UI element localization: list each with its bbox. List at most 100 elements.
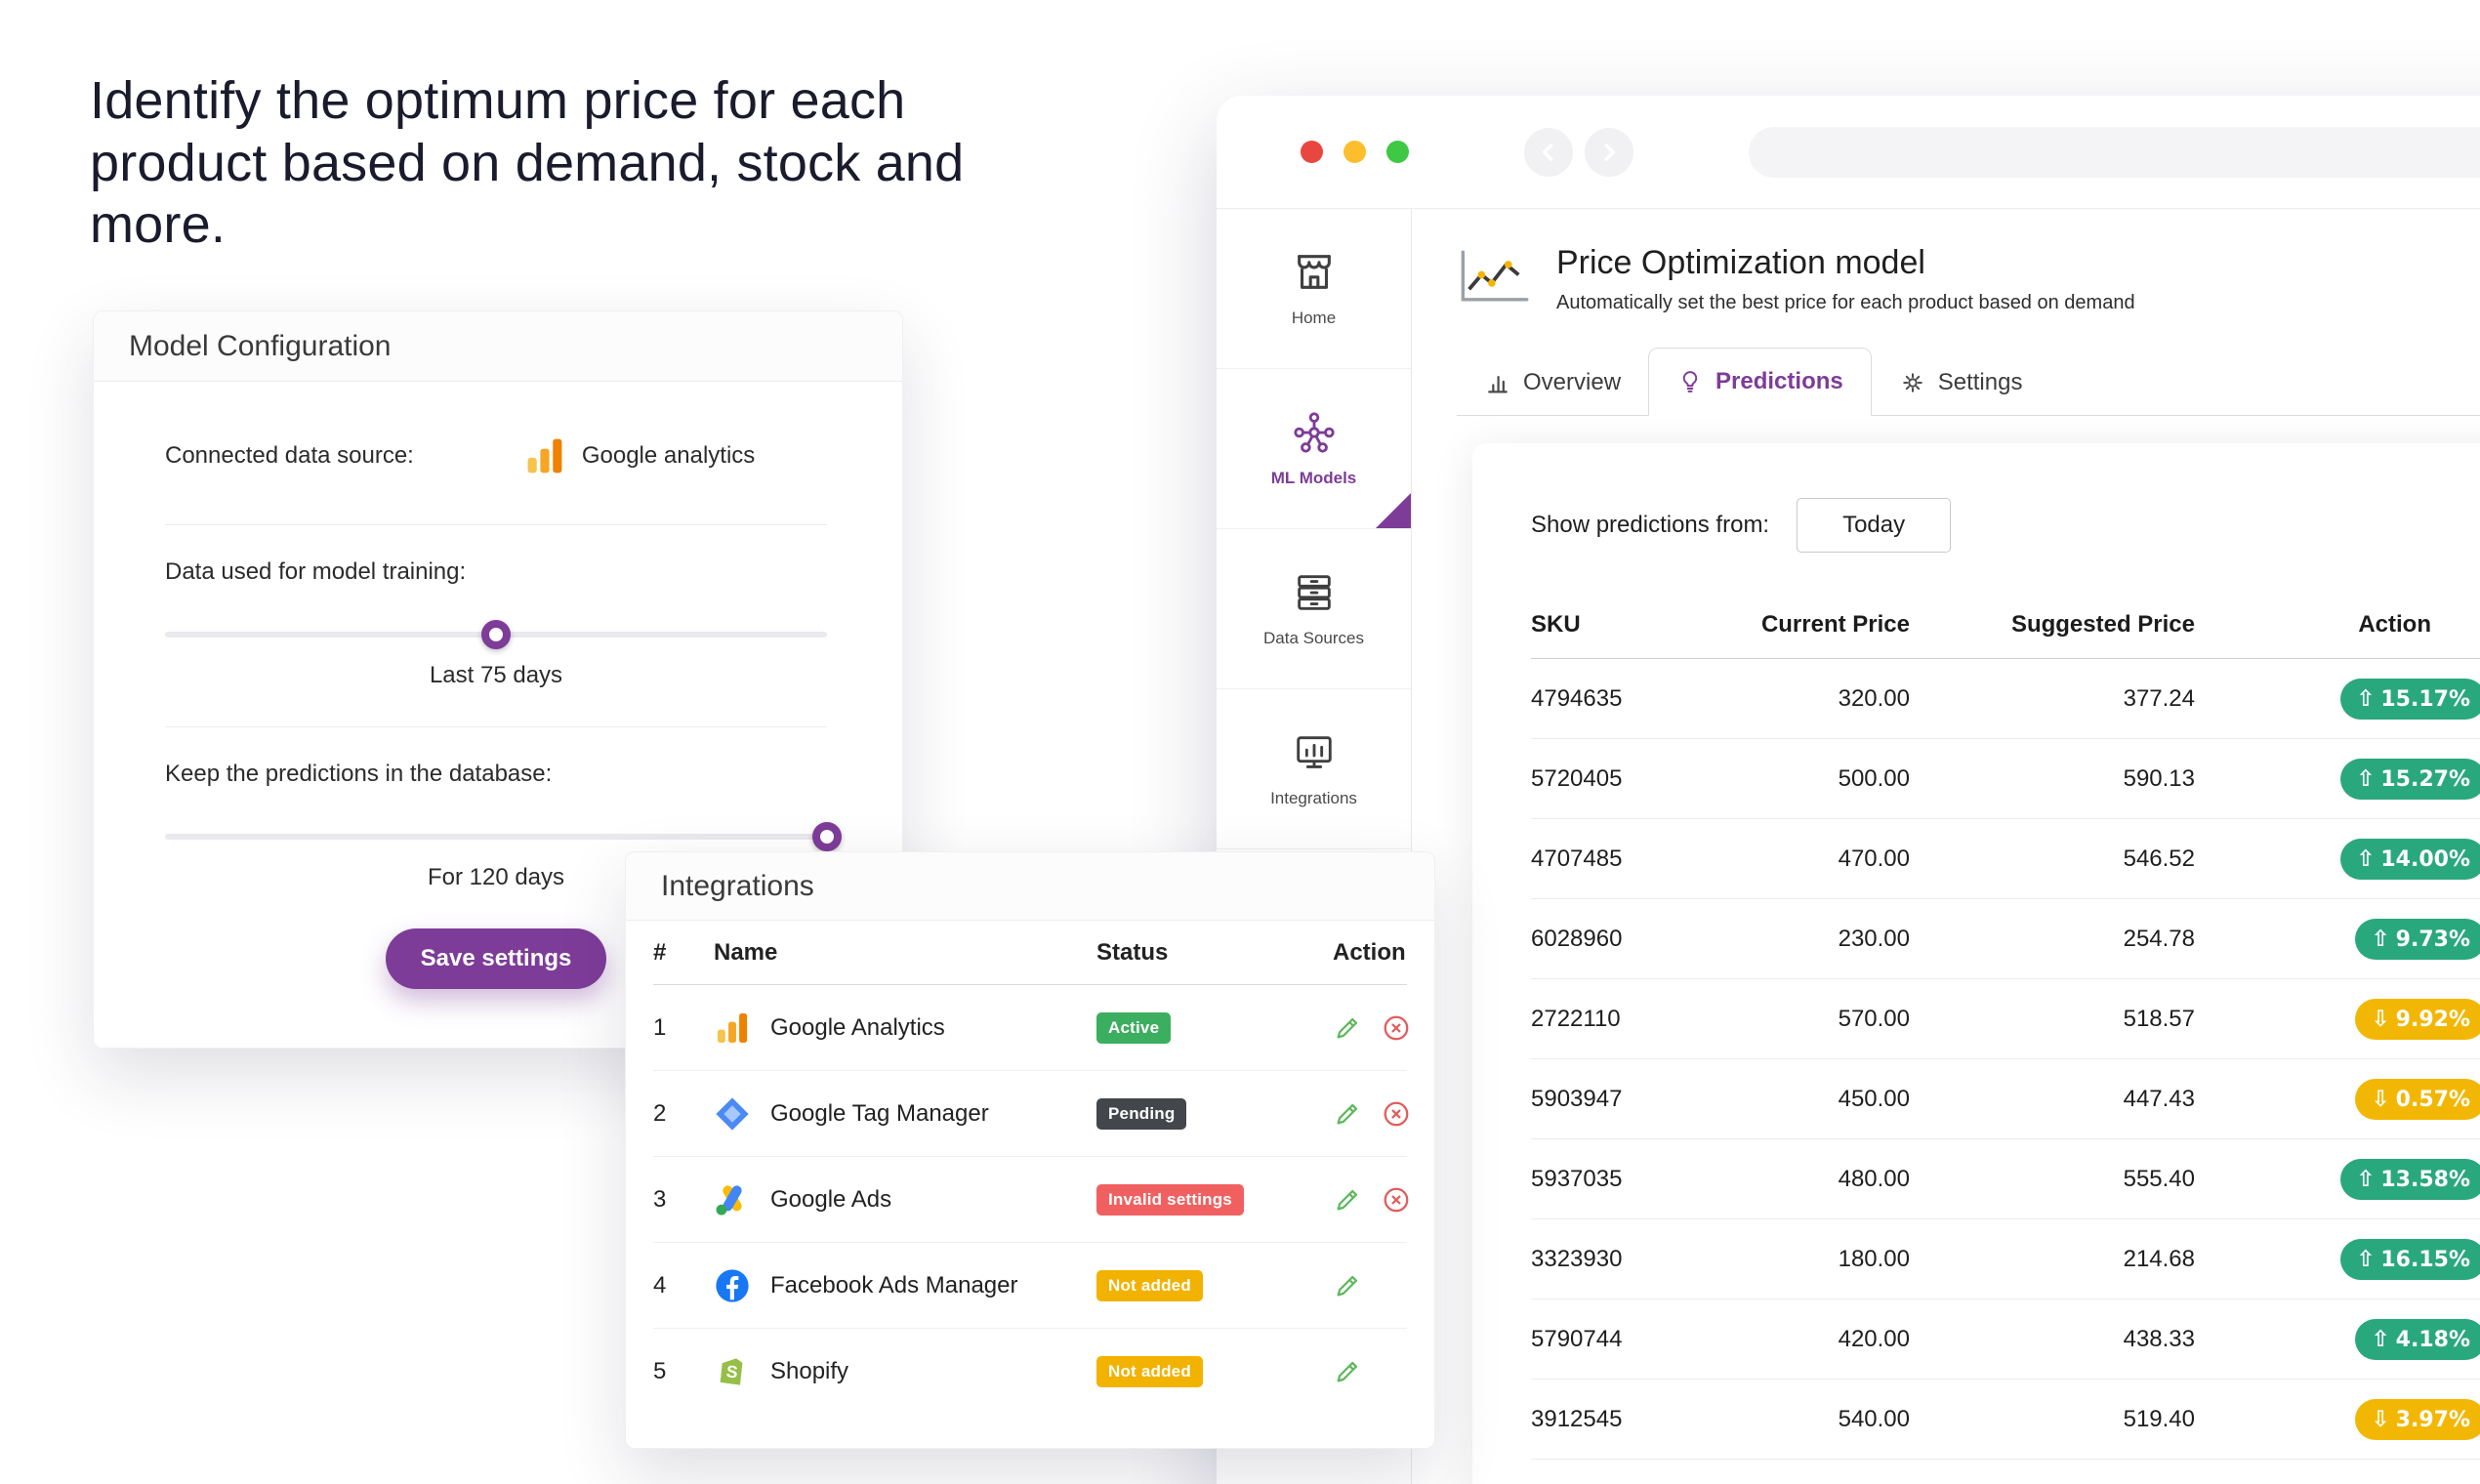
save-settings-button[interactable]: Save settings [386,928,606,989]
sidebar: Home ML Models [1217,209,1412,1484]
edit-icon[interactable] [1333,1271,1362,1300]
delete-icon[interactable] [1382,1099,1411,1129]
back-button[interactable] [1524,127,1573,177]
row-number: 3 [653,1185,667,1213]
current-price-cell: 570.00 [1838,1005,1910,1032]
sku-cell: 4794635 [1531,684,1623,712]
window-controls [1301,141,1409,163]
sku-cell: 5790744 [1531,1325,1623,1352]
address-bar[interactable] [1749,126,2480,178]
forward-button[interactable] [1585,127,1633,177]
card-title: Model Configuration [94,311,902,382]
table-row: 5903947 450.00 447.43 0.57% [1531,1059,2480,1139]
google-ads-icon [714,1181,751,1218]
table-row: 4794635 320.00 377.24 15.17% [1531,659,2480,739]
integration-name: Google Tag Manager [770,1099,989,1127]
app-subtitle: Automatically set the best price for eac… [1556,292,2135,313]
integrations-card: Integrations # Name Status Action 1 Goog… [625,851,1435,1449]
table-row: 2722110 570.00 518.57 9.92% [1531,979,2480,1059]
sidebar-item-home[interactable]: Home [1217,209,1411,369]
sidebar-item-label: ML Models [1270,468,1357,487]
slider-track[interactable] [165,834,827,840]
price-change-badge: 15.17% [2340,678,2480,720]
training-data-label: Data used for model training: [165,558,467,585]
row-number: 1 [653,1013,667,1041]
edit-icon[interactable] [1333,1185,1362,1215]
delete-icon[interactable] [1382,1013,1411,1043]
predictions-date-select[interactable]: Today [1797,498,1952,553]
price-change-badge: 16.15% [2340,1238,2480,1280]
bar-chart-icon [1484,369,1511,396]
predictions-filter-label: Show predictions from: [1531,512,1770,538]
table-row: 6028960 230.00 254.78 9.73% [1531,899,2480,979]
sku-cell: 5903947 [1531,1085,1623,1112]
current-price-cell: 230.00 [1838,925,1910,952]
slider-thumb[interactable] [481,620,511,649]
suggested-price-cell: 518.57 [2123,1005,2195,1032]
suggested-price-cell: 438.33 [2123,1325,2195,1352]
integrations-icon [1292,730,1337,775]
suggested-price-cell: 447.43 [2123,1085,2195,1112]
suggested-price-cell: 214.68 [2123,1245,2195,1272]
sku-cell: 2722110 [1531,1005,1621,1032]
predictions-panel: Show predictions from: Today SKU Current… [1472,443,2480,1484]
suggested-price-cell: 555.40 [2123,1165,2195,1192]
table-row: 5720405 500.00 590.13 15.27% [1531,739,2480,819]
integration-name: Shopify [770,1358,849,1384]
sku-cell: 3912545 [1531,1405,1623,1432]
lightbulb-icon [1676,368,1704,395]
sidebar-item-ml-models[interactable]: ML Models [1217,369,1411,529]
edit-icon[interactable] [1333,1357,1362,1386]
slider-thumb[interactable] [812,822,842,851]
sku-cell: 5937035 [1531,1165,1623,1192]
table-row: 5790744 420.00 438.33 4.18% [1531,1299,2480,1380]
app-title: Price Optimization model [1556,244,1925,281]
edit-icon[interactable] [1333,1013,1362,1043]
tab-label: Overview [1523,369,1622,395]
main-content: Price Optimization model Automatically s… [1412,209,2480,1484]
sku-cell: 5720405 [1531,764,1623,792]
sidebar-item-label: Data Sources [1263,628,1364,647]
home-icon [1292,250,1337,295]
tab-overview[interactable]: Overview [1457,350,1648,416]
connected-source-value: Google analytics [523,434,755,477]
integration-name: Google Ads [770,1185,892,1213]
sidebar-item-data-sources[interactable]: Data Sources [1217,529,1411,689]
training-days-slider[interactable] [165,619,827,650]
sidebar-item-integrations[interactable]: Integrations [1217,689,1411,849]
close-window-button[interactable] [1301,141,1323,163]
suggested-price-cell: 590.13 [2123,764,2195,792]
maximize-window-button[interactable] [1386,141,1409,163]
ml-models-icon [1292,410,1337,455]
row-number: 4 [653,1271,667,1298]
column-header-sku: SKU [1531,611,1581,638]
current-price-cell: 540.00 [1838,1405,1910,1432]
predictions-table: SKU Current Price Suggested Price Action… [1531,611,2480,1460]
tab-predictions[interactable]: Predictions [1648,348,1872,416]
current-price-cell: 320.00 [1838,684,1910,712]
suggested-price-cell: 254.78 [2123,925,2195,952]
suggested-price-cell: 519.40 [2123,1405,2195,1432]
tab-settings[interactable]: Settings [1872,350,2050,416]
minimize-window-button[interactable] [1343,141,1366,163]
tab-label: Predictions [1715,368,1843,394]
current-price-cell: 500.00 [1838,764,1910,792]
tab-bar: Overview Predictions [1457,348,2480,416]
integration-name: Facebook Ads Manager [770,1271,1018,1298]
column-header-action: Action [2358,611,2431,638]
column-header-action: Action [1333,938,1406,966]
data-sources-icon [1292,570,1337,615]
page-title: Identify the optimum price for each prod… [90,71,965,255]
price-change-badge: 15.27% [2340,758,2480,800]
browser-toolbar [1217,96,2480,209]
delete-icon[interactable] [1382,1185,1411,1215]
connected-source-label: Connected data source: [165,442,414,469]
edit-icon[interactable] [1333,1099,1362,1129]
sidebar-item-label: Home [1291,308,1337,327]
keep-days-slider[interactable] [165,821,842,852]
price-change-badge: 3.97% [2355,1398,2480,1440]
training-days-value: Last 75 days [429,662,563,688]
row-number: 2 [653,1099,667,1127]
keep-days-value: For 120 days [427,864,565,890]
suggested-price-cell: 377.24 [2123,684,2195,712]
